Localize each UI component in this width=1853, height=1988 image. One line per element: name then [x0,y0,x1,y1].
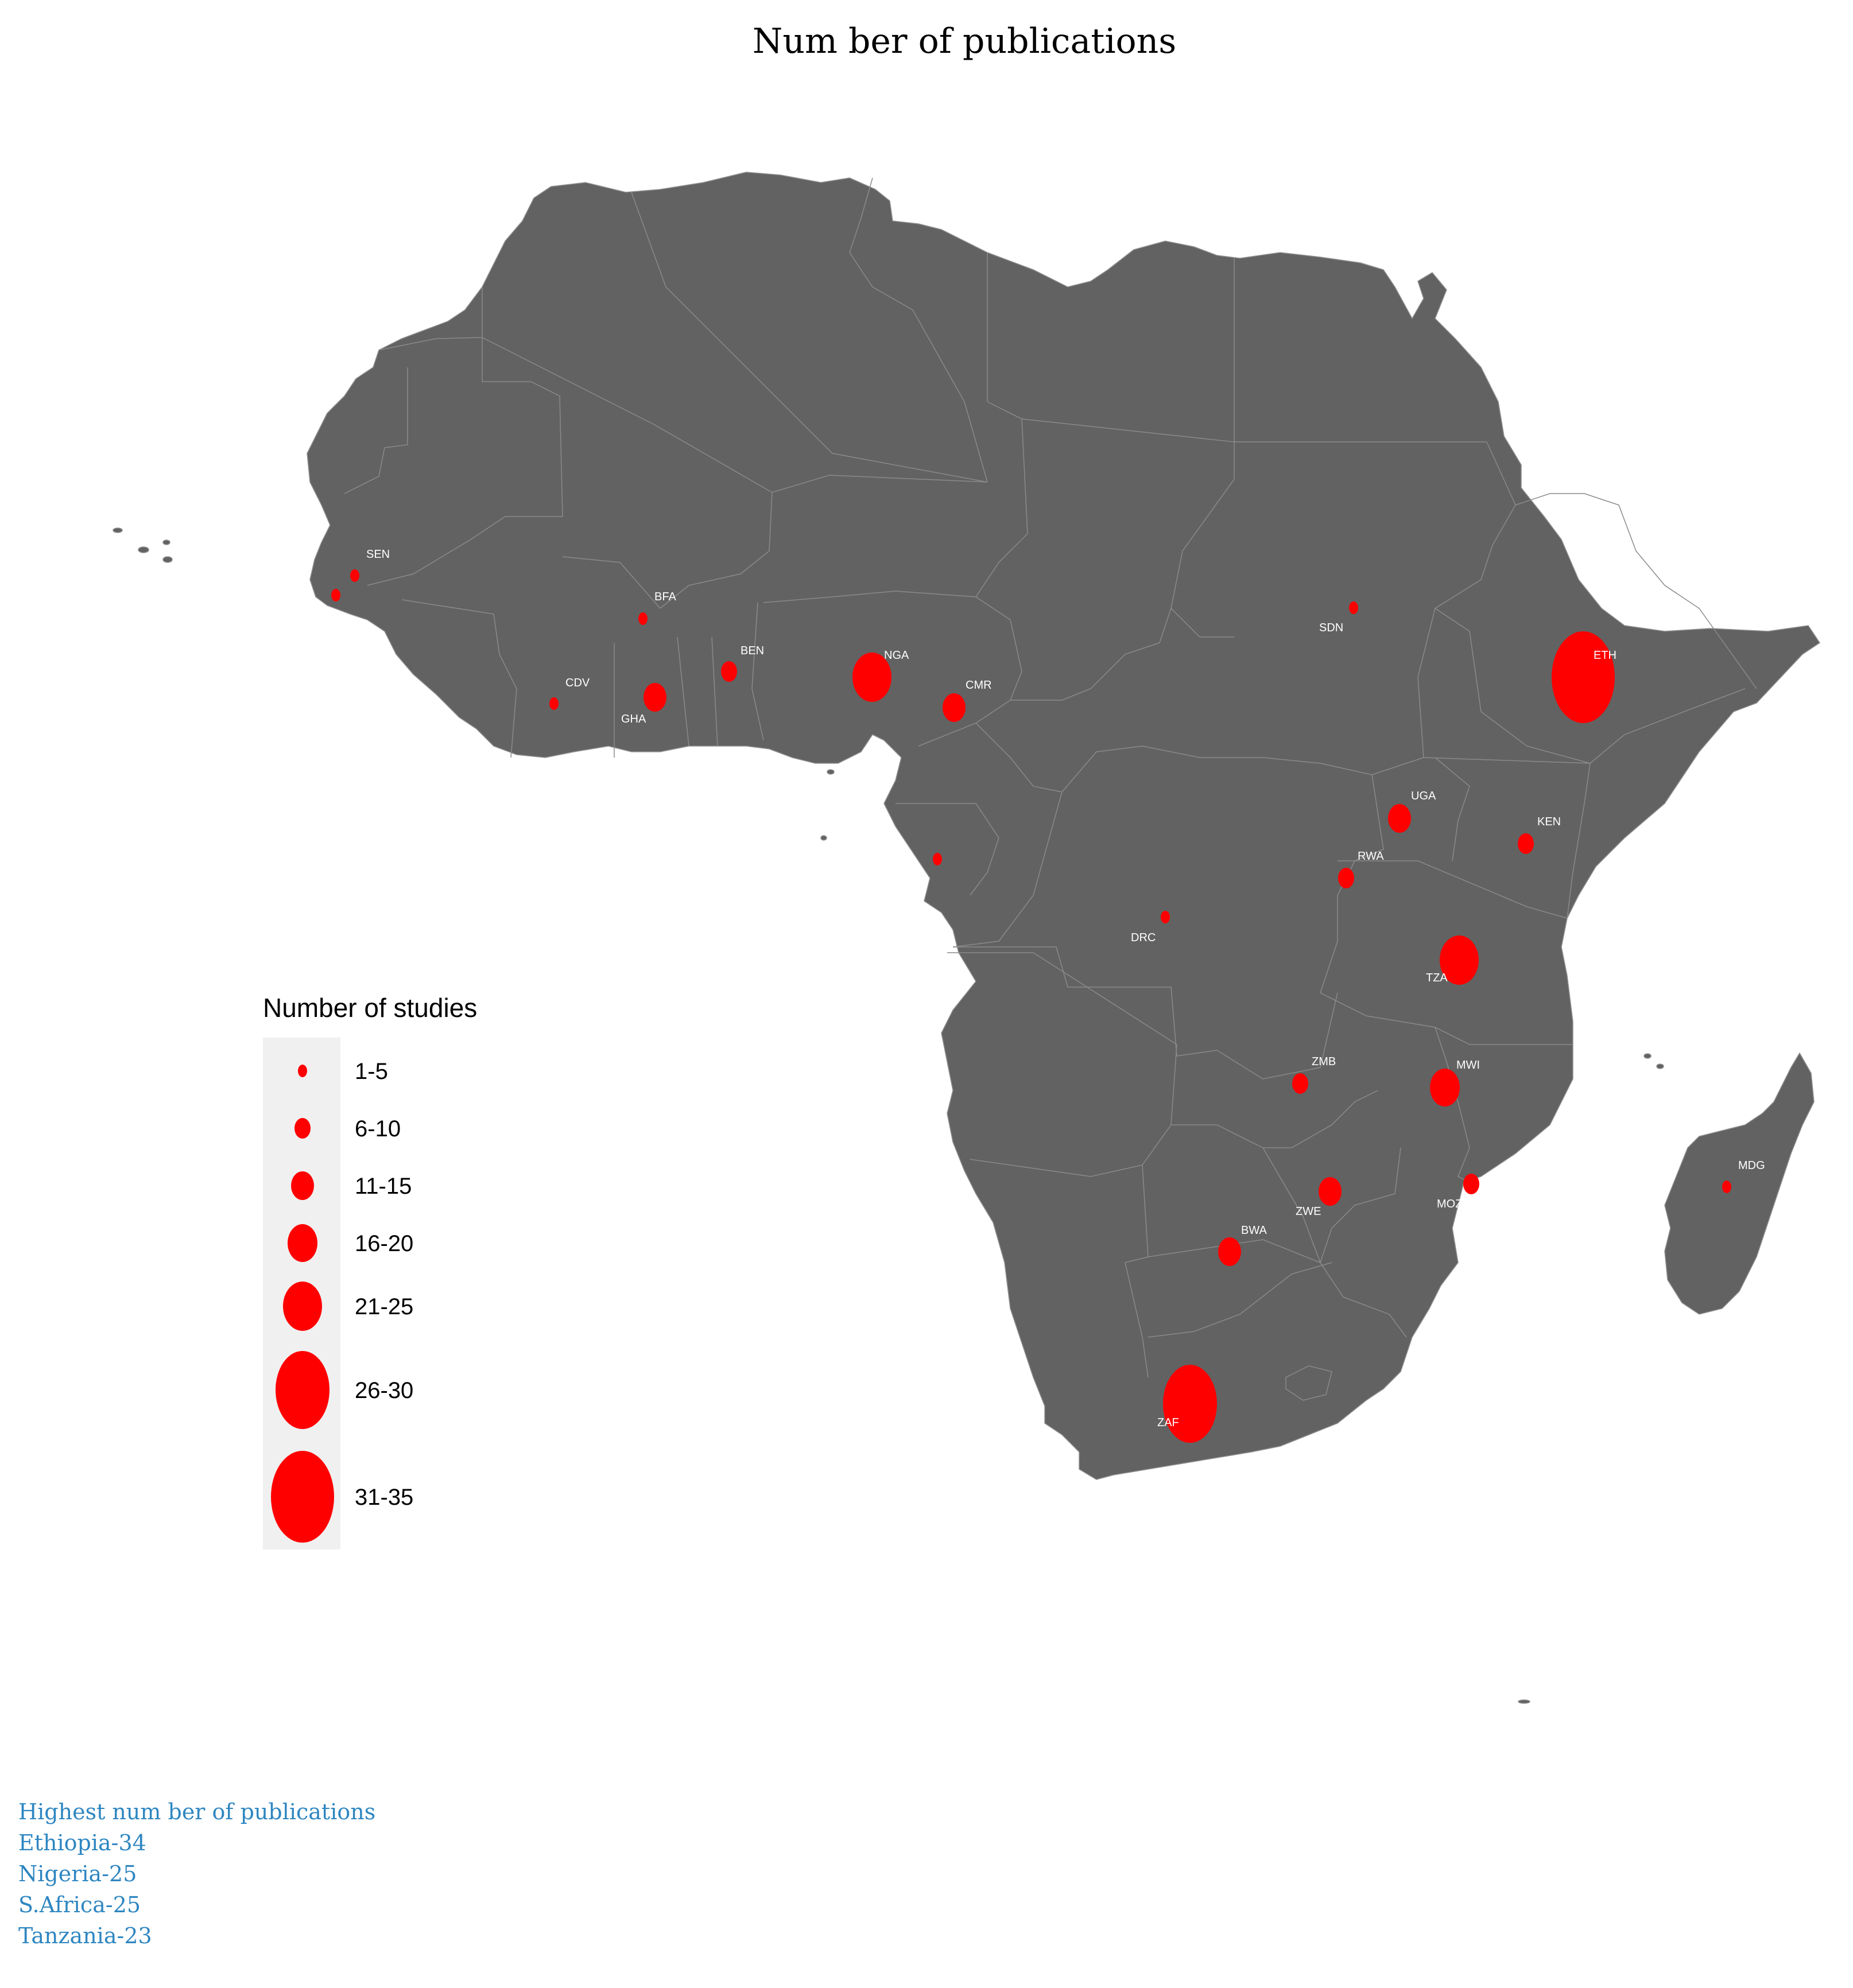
country-label-moz: MOZ [1437,1198,1462,1210]
country-label-ken: KEN [1537,816,1561,828]
note-line: Nigeria-25 [18,1861,137,1886]
legend-title: Number of studies [263,993,477,1023]
marker-zaf [1163,1365,1217,1443]
island-capeverde-1 [113,527,123,533]
legend-key-label: 1-5 [355,1059,388,1084]
country-label-gab: GAB [903,873,927,886]
country-label-tza: TZA [1426,972,1448,984]
legend-key-label: 16-20 [355,1231,413,1256]
marker-gha [643,683,666,712]
country-label-bfa: BFA [654,591,676,603]
legend-key-marker [298,1065,307,1077]
island-south [1518,1699,1530,1704]
island-comoros-2 [1656,1063,1664,1069]
marker-ken [1518,833,1534,854]
legend-key-label: 6-10 [355,1116,401,1141]
marker-sen [350,569,359,582]
marker-drc [1161,911,1170,923]
marker-nga [852,653,891,702]
country-label-drc: DRC [1131,931,1156,944]
island-gulf-guinea [827,769,835,775]
legend-key-marker [294,1118,311,1139]
country-label-sdn: SDN [1319,622,1343,634]
legend-key-marker [271,1451,334,1543]
legend-key-label: 11-15 [355,1174,412,1199]
country-label-nga: NGA [884,649,909,662]
note-line: Ethiopia-34 [18,1830,146,1855]
country-label-mwi: MWI [1456,1059,1480,1071]
legend-key-marker [288,1224,317,1262]
map-title: Num ber of publications [753,21,1176,61]
note-line: S.Africa-25 [18,1892,141,1917]
country-label-gmb: GMB [303,609,329,622]
africa-mainland [307,172,1821,1480]
marker-eth [1552,631,1615,723]
marker-cdv [549,697,559,710]
marker-uga [1388,804,1411,833]
highest-publications-note: Highest num ber of publications Ethiopia… [18,1796,375,1951]
marker-rwa [1338,868,1354,888]
marker-zwe [1319,1177,1342,1206]
country-label-mdg: MDG [1738,1159,1765,1172]
island-comoros-1 [1643,1053,1652,1059]
island-saotome [820,835,827,841]
island-capeverde-3 [162,539,170,545]
country-label-zwe: ZWE [1296,1205,1321,1218]
marker-zmb [1292,1073,1308,1094]
note-line: Tanzania-23 [18,1923,152,1948]
madagascar [1664,1052,1815,1315]
island-capeverde-4 [162,556,173,563]
legend-key-marker [283,1282,322,1331]
marker-gmb [331,589,340,601]
legend: Number of studies 1-5 6-10 11-15 16-20 21-25… [263,993,477,1550]
marker-tza [1440,935,1479,985]
legend-key-marker [276,1351,329,1429]
country-label-rwa: RWA [1358,850,1384,863]
country-label-zaf: ZAF [1157,1416,1179,1429]
country-label-gha: GHA [621,713,646,725]
legend-key-marker [291,1171,314,1200]
marker-bwa [1218,1237,1241,1266]
marker-sdn [1349,601,1358,614]
marker-moz [1463,1174,1479,1194]
country-label-sen: SEN [366,548,390,561]
country-label-eth: ETH [1594,649,1616,662]
marker-gab [933,853,942,865]
marker-mdg [1722,1181,1731,1193]
country-label-uga: UGA [1411,790,1436,802]
marker-mwi [1430,1069,1460,1106]
note-heading: Highest num ber of publications [18,1799,376,1824]
country-label-cdv: CDV [565,677,590,689]
country-label-cmr: CMR [966,679,992,692]
country-borders [344,177,1757,1401]
country-label-zmb: ZMB [1312,1055,1336,1068]
marker-cmr [943,693,966,722]
country-label-bwa: BWA [1241,1224,1267,1237]
africa-land [113,172,1821,1704]
publication-markers: SEN GMB BFA CDV GHA BEN NGA CMR SDN ETH UGA KEN RWA G… [303,548,1765,1443]
legend-key-label: 21-25 [355,1294,413,1319]
legend-key-label: 26-30 [355,1378,413,1403]
marker-bfa [638,612,648,625]
island-capeverde-2 [138,546,149,553]
country-label-ben: BEN [741,644,764,657]
legend-key-label: 31-35 [355,1485,413,1510]
legend-items: 1-5 6-10 11-15 16-20 21-25 26-30 31-35 [271,1059,413,1543]
marker-ben [721,661,737,682]
